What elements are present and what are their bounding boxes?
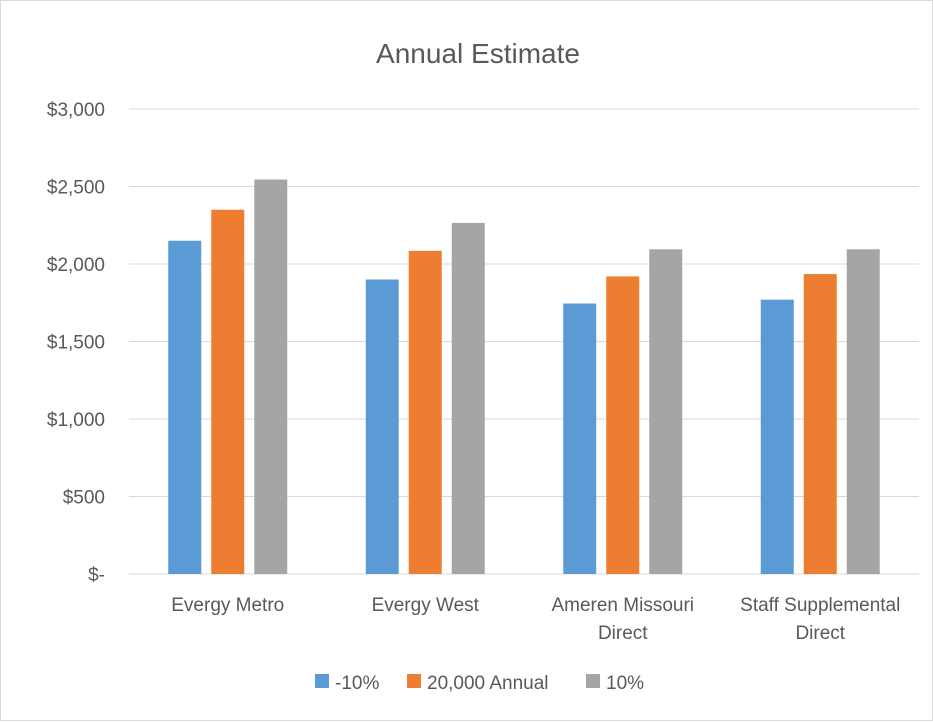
bar-series-1-category-0: [211, 209, 245, 574]
bar-series-1-category-3: [803, 274, 837, 574]
y-tick-label: $1,500: [47, 333, 105, 354]
x-axis-category-labels: Evergy Metro Evergy West Ameren Missouri Di…: [171, 595, 900, 644]
x-category-label: Direct: [598, 623, 648, 644]
x-category-label: Evergy Metro: [171, 595, 284, 616]
bar-series-1-category-2: [606, 276, 640, 574]
bar-series-1-category-1: [408, 250, 442, 574]
x-category-label: Evergy West: [372, 595, 480, 616]
y-tick-label: $500: [63, 488, 105, 509]
legend-swatch-2: [586, 674, 600, 688]
legend-label-2: 10%: [606, 673, 644, 694]
y-tick-label: $2,000: [47, 255, 105, 276]
legend: -10% 20,000 Annual 10%: [315, 673, 644, 694]
bar-series-2-category-1: [451, 222, 485, 575]
chart-title: Annual Estimate: [376, 38, 580, 69]
y-tick-label: $1,000: [47, 410, 105, 431]
x-category-label: Direct: [795, 623, 845, 644]
bar-series-2-category-0: [254, 179, 288, 574]
bars: [168, 179, 880, 575]
legend-label-0: -10%: [335, 673, 379, 694]
legend-label-1: 20,000 Annual: [427, 673, 549, 694]
bar-series-0-category-3: [760, 299, 794, 574]
legend-swatch-0: [315, 674, 329, 688]
bar-series-0-category-2: [563, 303, 597, 574]
bar-series-0-category-0: [168, 240, 202, 574]
legend-swatch-1: [407, 674, 421, 688]
bar-series-2-category-3: [846, 249, 880, 574]
y-axis-tick-labels: $- $500 $1,000 $1,500 $2,000 $2,500 $3,000: [47, 100, 105, 586]
x-category-label: Staff Supplemental: [740, 595, 900, 616]
bar-series-0-category-1: [365, 279, 399, 574]
x-category-label: Ameren Missouri: [551, 595, 694, 616]
y-tick-label: $2,500: [47, 178, 105, 199]
y-tick-label: $-: [88, 565, 105, 586]
bar-series-2-category-2: [649, 249, 683, 574]
gridlines: [129, 108, 919, 575]
y-tick-label: $3,000: [47, 100, 105, 121]
